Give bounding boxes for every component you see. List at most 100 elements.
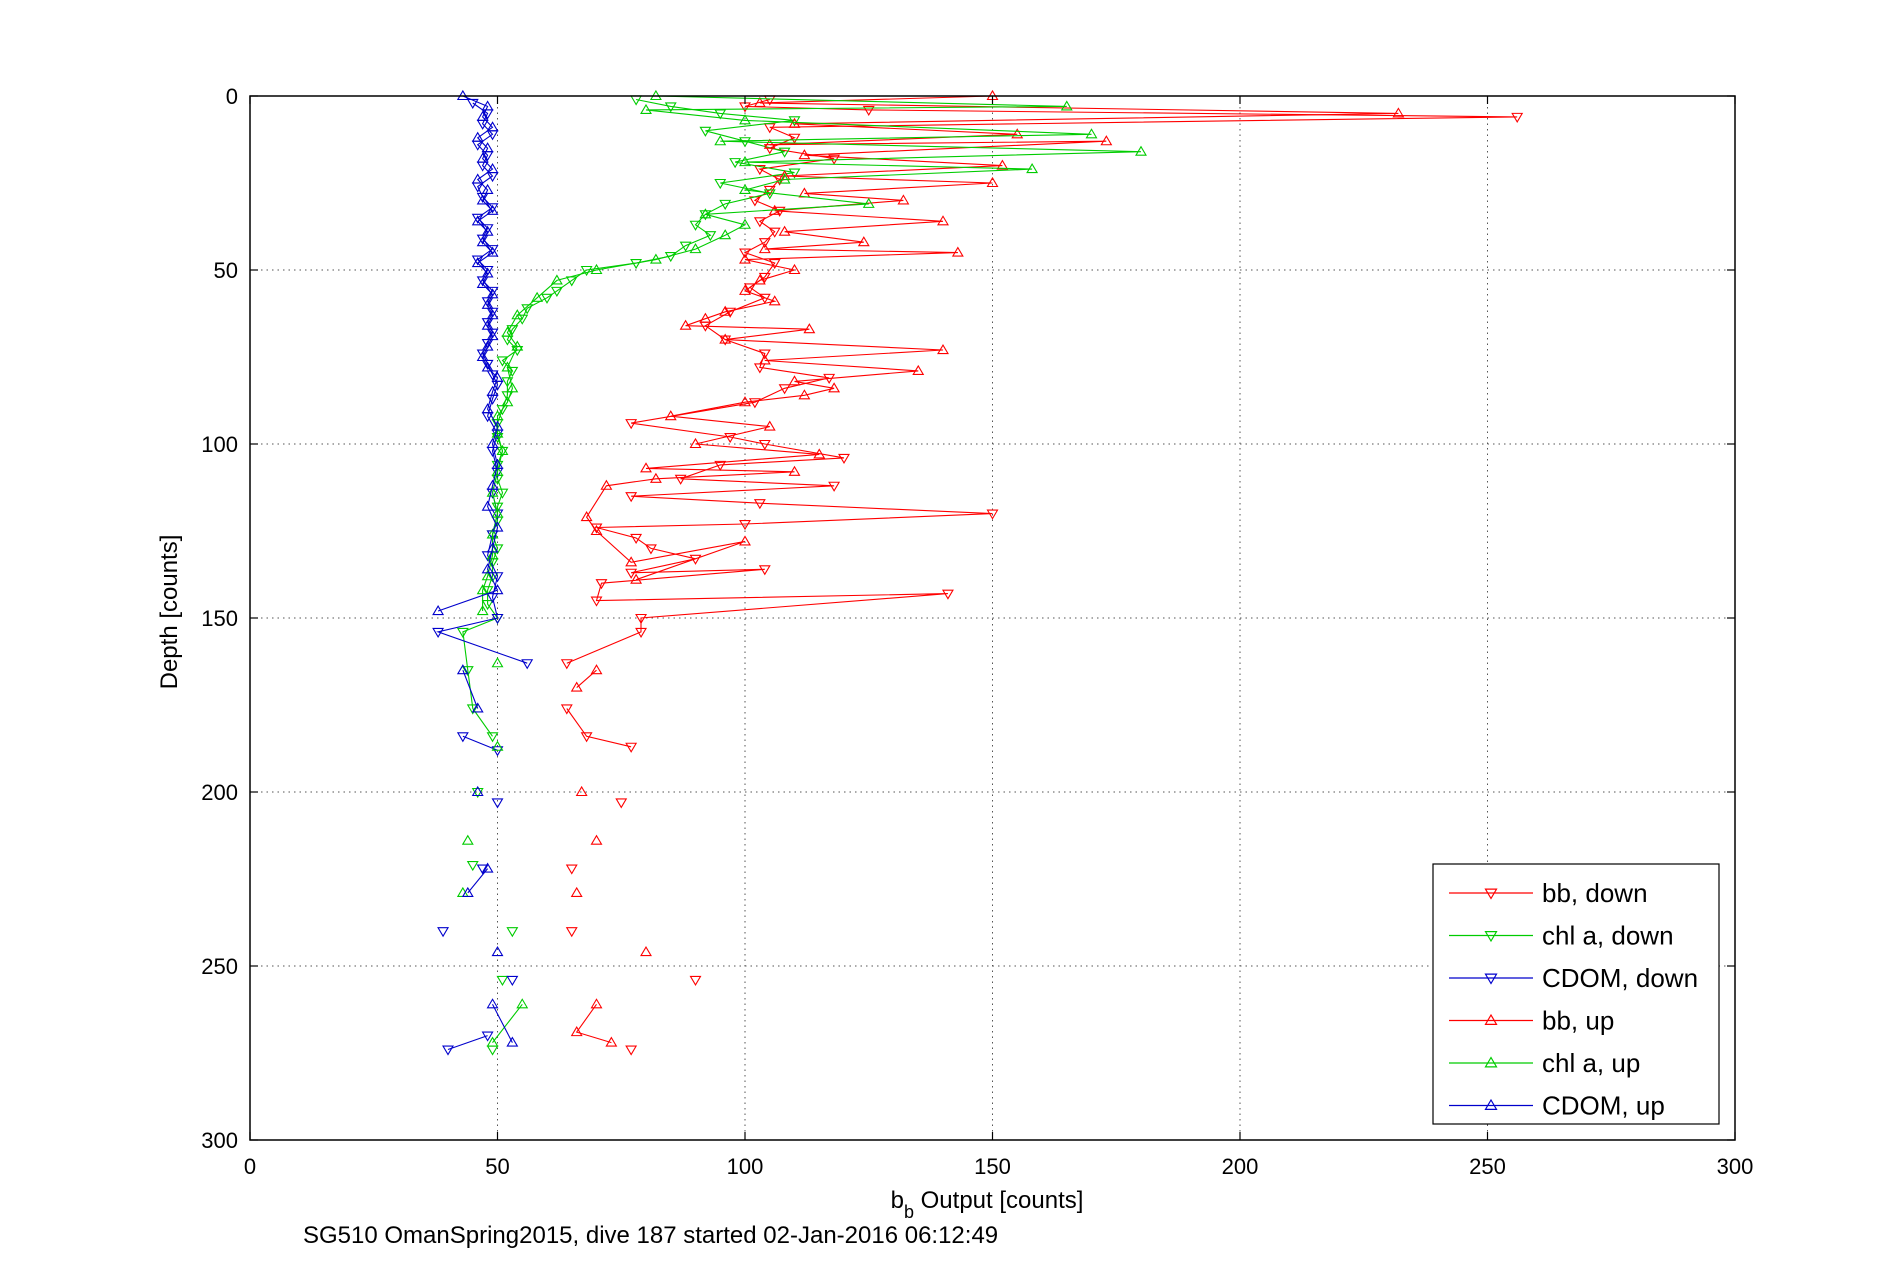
data-point <box>491 945 504 957</box>
data-point <box>501 377 514 388</box>
data-point <box>724 432 737 444</box>
legend-swatch-marker <box>1484 1098 1498 1110</box>
data-point <box>570 886 583 897</box>
data-point <box>739 519 751 531</box>
data-point <box>491 465 504 476</box>
data-point <box>1060 100 1073 111</box>
data-point <box>649 472 662 483</box>
data-point <box>600 479 613 490</box>
data-point <box>763 123 776 134</box>
series-cdom-up <box>432 89 519 1047</box>
data-point <box>491 544 504 555</box>
data-point <box>739 284 751 295</box>
data-point <box>491 458 504 469</box>
y-tick-label: 250 <box>201 954 238 979</box>
data-point <box>699 126 712 137</box>
data-point <box>491 420 504 431</box>
data-point <box>798 149 811 160</box>
data-point <box>486 437 499 449</box>
data-point <box>778 147 791 158</box>
data-point <box>461 834 474 845</box>
legend-item: bb, up <box>1449 1006 1614 1036</box>
data-point <box>486 121 499 132</box>
x-axis-label-rest: Output [counts] <box>914 1187 1083 1214</box>
data-point <box>432 604 445 616</box>
data-point <box>649 253 662 264</box>
data-point <box>719 199 732 210</box>
x-tick-label: 50 <box>485 1154 509 1179</box>
data-point <box>897 194 910 205</box>
data-point <box>758 243 771 254</box>
data-point <box>758 565 771 576</box>
y-tick-label: 300 <box>201 1128 238 1153</box>
data-point <box>803 323 816 334</box>
data-point <box>476 194 489 205</box>
data-point <box>719 229 732 240</box>
data-point <box>466 98 479 110</box>
data-point <box>625 742 638 753</box>
data-point <box>739 535 751 546</box>
data-point <box>491 427 504 438</box>
data-point <box>689 243 702 254</box>
data-point <box>575 785 588 797</box>
data-point <box>580 510 593 522</box>
data-point <box>758 354 771 365</box>
data-point <box>857 236 870 247</box>
series-bb-up <box>570 89 1405 1047</box>
data-point <box>951 246 964 257</box>
data-point <box>729 158 742 169</box>
legend-item: chl a, up <box>1449 1048 1640 1078</box>
data-point <box>476 277 489 288</box>
data-point <box>753 165 766 176</box>
data-point <box>788 465 801 476</box>
data-point <box>704 231 717 242</box>
data-point <box>689 975 702 987</box>
data-point <box>763 185 776 197</box>
data-point <box>491 657 504 668</box>
data-point <box>739 156 751 167</box>
data-point <box>476 236 489 247</box>
data-point <box>625 419 638 430</box>
data-point <box>496 356 509 367</box>
data-point <box>778 225 791 236</box>
x-axis-label-sub: b <box>904 1202 914 1222</box>
legend-label: CDOM, up <box>1542 1091 1665 1121</box>
data-point <box>689 437 702 449</box>
data-point <box>788 375 801 386</box>
data-point <box>570 1026 583 1037</box>
data-point <box>753 274 766 285</box>
data-point <box>590 834 603 845</box>
data-point <box>768 258 781 270</box>
grid-lines <box>250 96 1735 1140</box>
data-point <box>550 274 563 285</box>
legend-label: chl a, down <box>1542 921 1674 951</box>
data-point <box>491 584 504 595</box>
data-point <box>476 110 489 121</box>
data-point <box>471 131 484 142</box>
data-point <box>758 238 771 249</box>
data-point <box>481 563 494 574</box>
data-point <box>788 117 801 128</box>
data-point <box>491 521 504 532</box>
series-line <box>436 102 528 1051</box>
x-tick-label: 250 <box>1469 1154 1506 1179</box>
data-point <box>486 171 499 183</box>
data-point <box>486 246 499 257</box>
legend-swatch-marker <box>1484 1056 1498 1068</box>
data-point <box>615 798 628 809</box>
data-point <box>605 1036 618 1047</box>
data-point <box>862 105 875 117</box>
data-point <box>753 499 766 510</box>
y-tick-label: 50 <box>214 258 238 283</box>
legend-label: bb, up <box>1542 1006 1614 1036</box>
data-point <box>521 659 534 670</box>
legend-label: chl a, up <box>1542 1048 1640 1078</box>
data-point <box>768 227 781 238</box>
data-point <box>481 361 494 372</box>
data-point <box>491 613 504 625</box>
data-point <box>714 178 727 190</box>
data-point <box>481 298 494 309</box>
data-point <box>471 255 484 266</box>
data-point <box>471 785 484 797</box>
legend-box <box>1432 863 1720 1125</box>
